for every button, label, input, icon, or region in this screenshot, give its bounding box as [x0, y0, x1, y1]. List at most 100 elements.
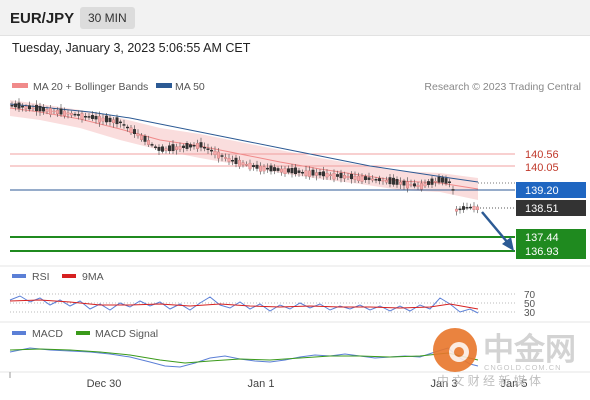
candle-body: [223, 157, 227, 159]
candle-body: [472, 205, 476, 210]
candle-body: [108, 117, 112, 122]
candle-body: [283, 168, 287, 174]
ma20-legend-label: MA 20 + Bollinger Bands: [33, 81, 148, 93]
candle-body: [118, 121, 122, 124]
candle-body: [332, 172, 336, 180]
candle-body: [17, 102, 21, 109]
candle-body: [206, 148, 210, 150]
candle-body: [406, 181, 410, 189]
macd-legend-swatch: [12, 331, 26, 335]
candle-body: [69, 112, 73, 116]
rsi-legend-swatch: [12, 274, 26, 278]
candle-body: [139, 135, 143, 140]
macd-line: [9, 347, 479, 368]
candle-body: [297, 170, 301, 173]
target-price-tag-2: [516, 244, 586, 259]
target-price-tag-1: [516, 229, 586, 244]
research-credit: Research © 2023 Trading Central: [424, 81, 581, 93]
candle-body: [227, 158, 231, 162]
candle-body: [234, 157, 238, 164]
candle-body: [94, 115, 98, 120]
candle-body: [441, 177, 445, 183]
macd-signal-line: [9, 348, 479, 364]
header-bar: EUR/JPY 30 MIN: [0, 0, 590, 36]
candle-body: [462, 206, 466, 210]
candle-body: [73, 113, 77, 116]
candle-body: [52, 110, 56, 113]
candle-body: [259, 165, 263, 172]
candle-body: [339, 172, 343, 179]
candle-body: [311, 169, 315, 176]
candle-body: [59, 108, 63, 115]
candle-body: [388, 177, 392, 185]
candle-body: [38, 105, 42, 112]
candle-body: [346, 176, 350, 178]
candle-body: [248, 162, 252, 170]
candle-body: [153, 146, 157, 148]
candle-body: [188, 144, 192, 148]
candle-body: [378, 178, 382, 182]
candle-body: [392, 177, 396, 185]
candle-body: [241, 162, 245, 166]
candle-body: [111, 119, 115, 124]
candle-body: [420, 183, 424, 190]
watermark-tagline: 中 文 财 经 新 媒 体: [437, 373, 541, 388]
candle-body: [80, 113, 84, 120]
candle-body: [255, 164, 259, 169]
candle-body: [360, 176, 364, 182]
candle-body: [409, 184, 413, 186]
pivot-price-tag: [516, 182, 586, 198]
last-price-tag: [516, 200, 586, 216]
candle-body: [469, 206, 473, 209]
timestamp: Tuesday, January 3, 2023 5:06:55 AM CET: [12, 41, 251, 55]
level-labels: 140.56 140.05 139.20 138.51 137.44 136.9…: [516, 149, 586, 259]
candle-body: [350, 174, 354, 180]
candle-body: [24, 106, 28, 109]
candle-body: [63, 110, 67, 117]
candle-body: [357, 175, 361, 181]
main-legend: MA 20 + Bollinger Bands MA 50 Research ©…: [12, 81, 581, 93]
candle-body: [244, 164, 248, 166]
candle-body: [10, 105, 14, 107]
candle-body: [178, 146, 182, 150]
candle-body: [199, 142, 203, 148]
rsi-ma-legend-label: 9MA: [82, 271, 104, 283]
rsi-ma-line: [9, 299, 479, 310]
candle-body: [280, 168, 284, 173]
candle-body: [367, 177, 371, 180]
ma50-line: [9, 103, 479, 183]
candle-body: [395, 179, 399, 185]
watermark-site: CNGOLD.COM.CN: [484, 363, 562, 372]
candle-body: [399, 182, 403, 185]
candle-body: [160, 146, 164, 152]
level-label-140-05: 140.05: [525, 162, 559, 174]
candle-body: [434, 180, 438, 183]
candle-body: [266, 167, 270, 170]
level-label-136-93: 136.93: [525, 246, 559, 258]
macd-signal-legend-swatch: [76, 331, 90, 335]
candle-body: [66, 112, 70, 115]
candle-body: [308, 170, 312, 177]
rsi-line: [9, 295, 479, 314]
rsi-axis-70: 70: [524, 290, 536, 301]
ma50-legend-swatch: [156, 83, 172, 88]
candle-body: [325, 173, 329, 178]
timeframe-badge[interactable]: 30 MIN: [80, 7, 135, 29]
candle-body: [416, 184, 420, 187]
candle-body: [83, 116, 87, 118]
candle-body: [164, 148, 168, 151]
rsi-axis-30: 30: [524, 308, 536, 319]
candle-body: [385, 180, 389, 183]
candle-body: [322, 171, 326, 177]
level-label-140-56: 140.56: [525, 149, 559, 161]
candle-body: [251, 165, 255, 167]
candle-body: [49, 108, 53, 115]
instrument-title: EUR/JPY: [10, 10, 75, 27]
forecast-arrow: [481, 211, 514, 251]
candle-body: [171, 144, 175, 151]
x-label-jan-1: Jan 1: [248, 378, 275, 390]
candle-body: [437, 176, 441, 183]
candle-body: [269, 165, 273, 172]
candle-body: [364, 176, 368, 180]
